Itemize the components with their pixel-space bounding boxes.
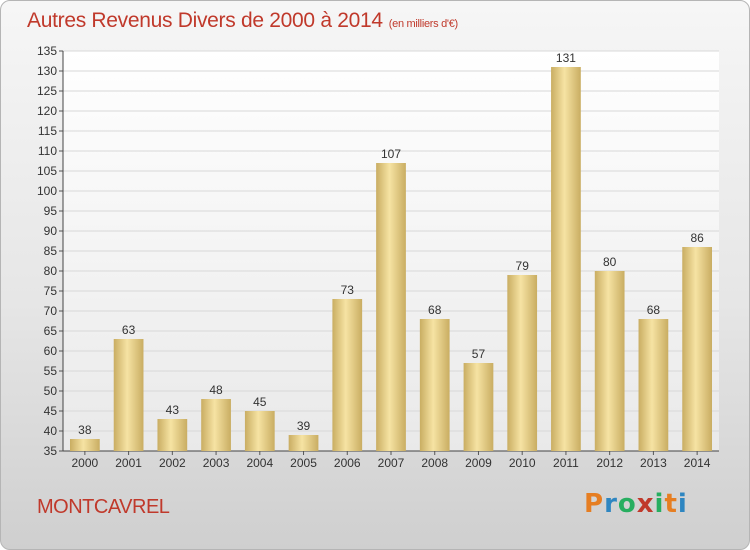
y-tick-label: 110 <box>38 144 57 158</box>
logo-letter: i <box>654 489 665 519</box>
y-tick-label: 85 <box>44 244 58 258</box>
y-tick-label: 45 <box>44 404 58 418</box>
bar <box>201 399 231 451</box>
bar-value-label: 79 <box>516 259 530 273</box>
bar-value-label: 57 <box>472 347 486 361</box>
bar <box>244 411 275 451</box>
bar-value-label: 45 <box>253 395 267 409</box>
logo-letter: t <box>664 489 678 519</box>
bar <box>332 299 363 451</box>
bar <box>682 247 713 451</box>
x-tick-label: 2010 <box>509 456 536 470</box>
y-tick-label: 50 <box>44 384 58 398</box>
bar <box>113 339 144 451</box>
proxiti-logo: Proxiti <box>584 489 688 519</box>
y-tick-label: 130 <box>37 64 57 78</box>
x-tick-label: 2011 <box>553 456 579 470</box>
y-tick-label: 125 <box>37 84 57 98</box>
x-tick-label: 2006 <box>334 456 361 470</box>
bar-value-label: 38 <box>78 423 92 437</box>
x-tick-label: 2012 <box>596 456 623 470</box>
bar-value-label: 43 <box>166 403 180 417</box>
bar-value-label: 68 <box>428 303 442 317</box>
x-tick-label: 2005 <box>290 456 317 470</box>
bar-value-label: 68 <box>647 303 661 317</box>
logo-letter: P <box>584 489 605 519</box>
bar-value-label: 39 <box>297 419 311 433</box>
y-tick-label: 65 <box>44 324 58 338</box>
bar-value-label: 80 <box>603 255 617 269</box>
bar-value-label: 63 <box>122 323 136 337</box>
x-tick-label: 2001 <box>115 456 142 470</box>
unit-note: (en milliers d'€) <box>388 18 458 30</box>
bar <box>288 435 319 451</box>
y-tick-label: 80 <box>44 264 58 278</box>
chart-title: Autres Revenus Divers de 2000 à 2014 (en … <box>27 9 458 33</box>
y-tick-label: 75 <box>44 284 58 298</box>
y-tick-label: 90 <box>44 224 58 238</box>
x-tick-label: 2004 <box>246 456 273 470</box>
y-tick-label: 55 <box>44 364 58 378</box>
bar <box>594 271 625 451</box>
y-tick-label: 135 <box>37 44 57 58</box>
logo-letter: r <box>604 489 618 519</box>
bar <box>69 439 100 451</box>
bar-value-label: 86 <box>690 231 704 245</box>
y-tick-label: 115 <box>38 124 57 138</box>
x-tick-label: 2002 <box>159 456 186 470</box>
bar <box>638 319 669 451</box>
bar <box>551 67 581 451</box>
chart-title-text: Autres Revenus Divers de 2000 à 2014 <box>27 9 383 32</box>
bar-value-label: 73 <box>341 283 355 297</box>
bar <box>157 419 188 451</box>
x-tick-label: 2003 <box>203 456 230 470</box>
x-tick-label: 2014 <box>684 456 711 470</box>
bar-value-label: 48 <box>209 383 223 397</box>
bar-value-label: 107 <box>381 147 401 161</box>
x-tick-label: 2007 <box>378 456 405 470</box>
y-tick-label: 60 <box>44 344 58 358</box>
x-tick-label: 2008 <box>421 456 448 470</box>
bar-value-label: 131 <box>556 51 576 65</box>
logo-letter: i <box>677 489 688 519</box>
x-tick-label: 2013 <box>640 456 667 470</box>
y-tick-label: 70 <box>44 304 58 318</box>
y-tick-label: 40 <box>44 424 58 438</box>
y-tick-label: 35 <box>44 444 58 458</box>
bar <box>376 163 406 451</box>
bar <box>463 363 494 451</box>
y-tick-label: 105 <box>37 164 57 178</box>
logo-letter: x <box>636 489 655 519</box>
x-tick-label: 2009 <box>465 456 492 470</box>
location-label: MONTCAVREL <box>37 496 170 518</box>
y-tick-label: 95 <box>44 204 58 218</box>
bar <box>419 319 450 451</box>
y-tick-label: 100 <box>37 184 57 198</box>
logo-letter: o <box>617 489 637 519</box>
x-tick-label: 2000 <box>72 456 99 470</box>
bar <box>507 275 538 451</box>
y-tick-label: 120 <box>37 104 57 118</box>
